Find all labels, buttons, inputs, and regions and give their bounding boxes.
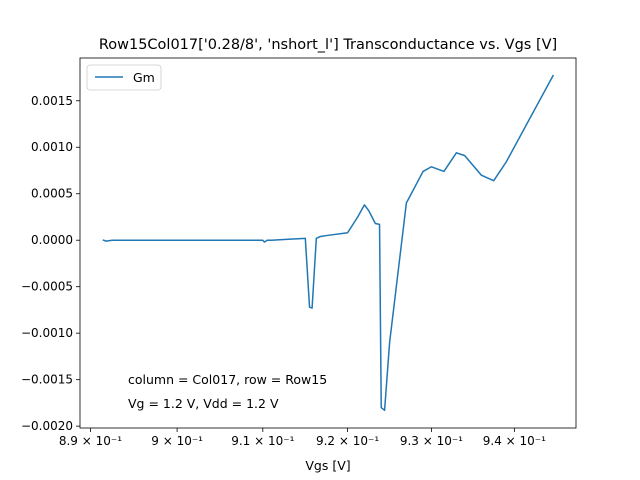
x-tick-label: 9.4 × 10⁻¹ — [483, 434, 546, 448]
x-tick-label: 9.2 × 10⁻¹ — [316, 434, 379, 448]
annotation-voltages: Vg = 1.2 V, Vdd = 1.2 V — [128, 396, 279, 411]
x-tick-label: 9 × 10⁻¹ — [151, 434, 203, 448]
x-tick-label: 8.9 × 10⁻¹ — [59, 434, 122, 448]
y-tick-label: 0.0010 — [31, 140, 73, 154]
series-line-gm — [102, 74, 555, 412]
y-axis: 0.0015 0.0010 0.0005 0.0000 −0.0005 −0.0010 −0… — [21, 94, 80, 433]
plot-area — [80, 58, 576, 428]
y-tick-label: −0.0015 — [21, 373, 73, 387]
annotation-location: column = Col017, row = Row15 — [128, 372, 327, 387]
y-tick-label: −0.0005 — [21, 280, 73, 294]
x-axis-label: Vgs [V] — [305, 458, 350, 473]
x-tick-label: 9.3 × 10⁻¹ — [400, 434, 463, 448]
y-tick-label: −0.0010 — [21, 326, 73, 340]
y-tick-label: 0.0015 — [31, 94, 73, 108]
y-tick-label: 0.0005 — [31, 187, 73, 201]
y-tick-label: −0.0020 — [21, 419, 73, 433]
legend-box — [86, 64, 162, 91]
legend-label-gm: Gm — [133, 70, 155, 85]
x-tick-label: 9.1 × 10⁻¹ — [231, 434, 294, 448]
series-lines — [102, 74, 555, 412]
x-axis: 8.9 × 10⁻¹ 9 × 10⁻¹ 9.1 × 10⁻¹ 9.2 × 10⁻¹ 9.… — [59, 428, 546, 448]
legend: Gm — [86, 64, 162, 91]
plot-frame — [79, 57, 577, 429]
y-tick-label: 0.0000 — [31, 233, 73, 247]
chart-title: Row15Col017['0.28/8', 'nshort_l'] Transc… — [99, 37, 557, 53]
